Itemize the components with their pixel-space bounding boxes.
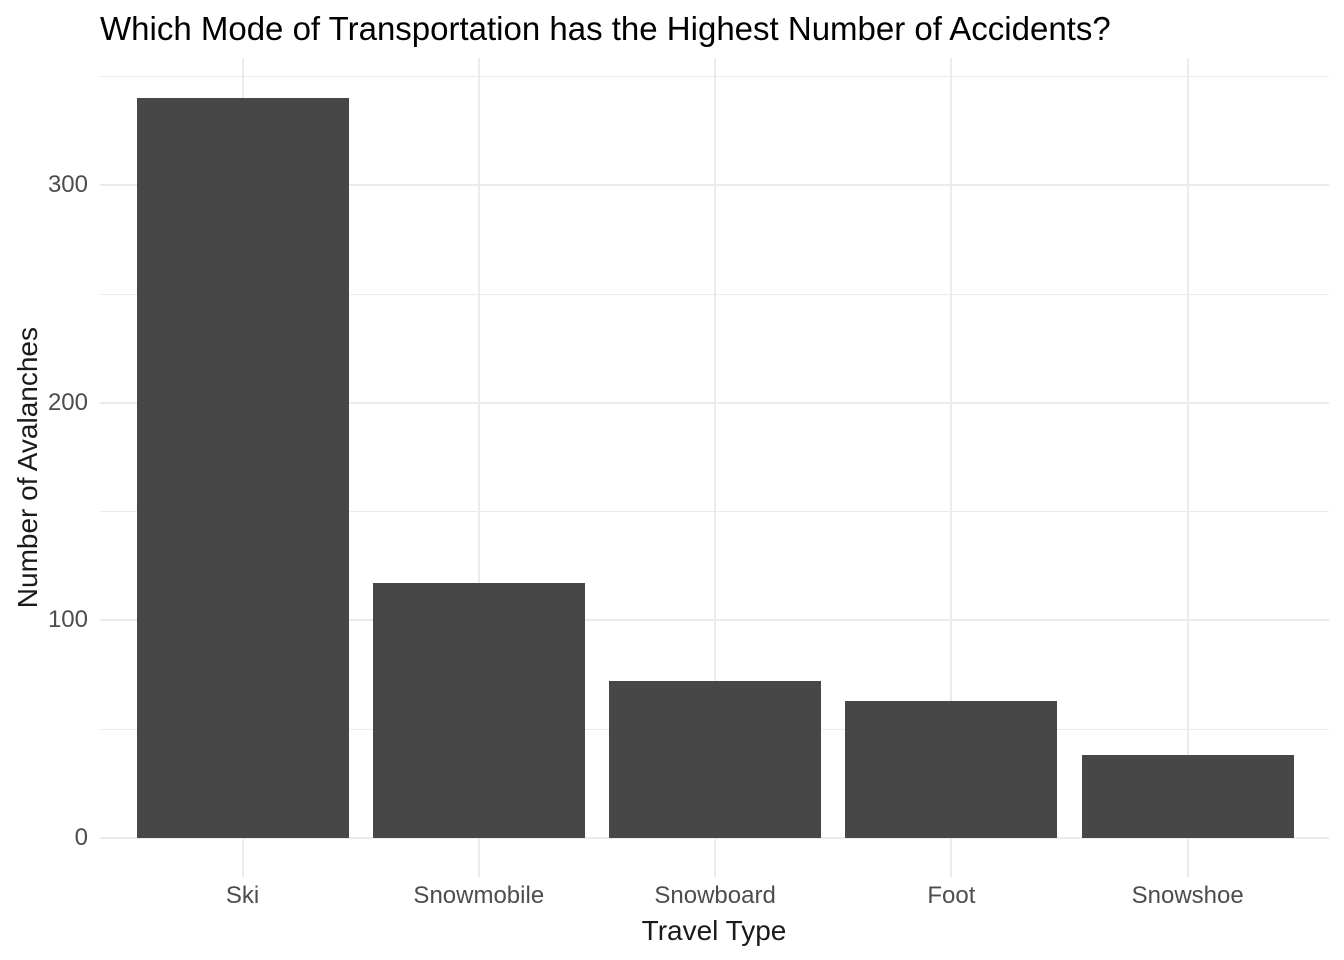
bar-snowshoe xyxy=(1081,755,1294,838)
x-tick-label-snowboard: Snowboard xyxy=(654,882,776,909)
x-axis-title: Travel Type xyxy=(641,915,787,946)
y-tick-label-200: 200 xyxy=(47,388,88,416)
bar-foot xyxy=(845,700,1058,838)
gridline-x-snowboard xyxy=(714,58,717,877)
gridline-x-foot xyxy=(950,58,953,877)
x-tick-label-ski: Ski xyxy=(225,882,260,909)
x-tick-label-snowshoe: Snowshoe xyxy=(1131,882,1244,909)
y-tick-label-0: 0 xyxy=(74,824,88,851)
gridline-x-snowshoe xyxy=(1186,58,1189,877)
bar-ski xyxy=(136,98,349,838)
plot-panel xyxy=(100,58,1329,877)
chart-title: Which Mode of Transportation has the Hig… xyxy=(100,10,1111,47)
bar-snowmobile xyxy=(372,583,585,838)
y-tick-label-100: 100 xyxy=(47,606,88,634)
x-tick-label-snowmobile: Snowmobile xyxy=(413,882,545,909)
y-axis-title-wrap: Number of Avalanches xyxy=(12,58,44,877)
bar-snowboard xyxy=(609,681,822,838)
y-tick-label-300: 300 xyxy=(47,171,88,199)
x-tick-label-foot: Foot xyxy=(927,882,976,909)
y-axis-title: Number of Avalanches xyxy=(12,326,43,609)
gridline-x-snowmobile xyxy=(477,58,480,877)
